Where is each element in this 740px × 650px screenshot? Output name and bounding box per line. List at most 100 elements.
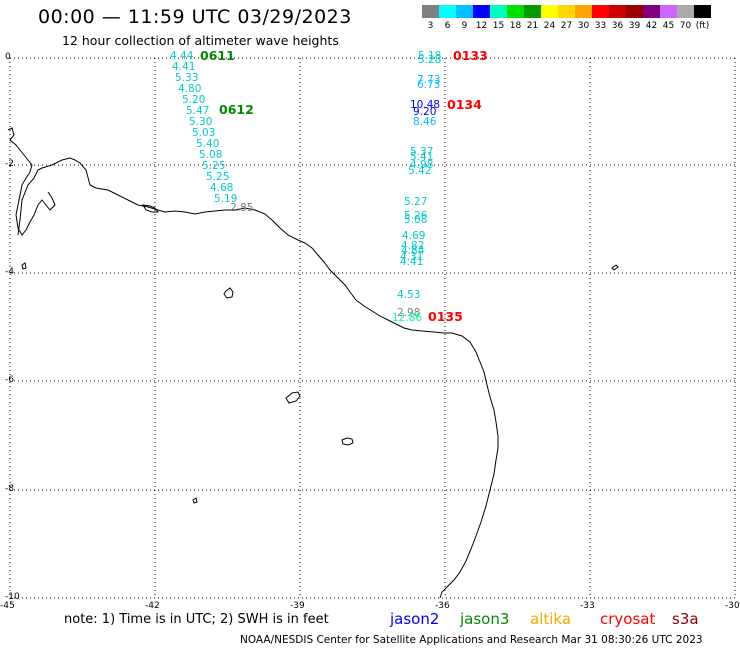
legend-item-altika: altika (530, 610, 572, 628)
color-swatch (524, 5, 541, 18)
chart-subtitle: 12 hour collection of altimeter wave hei… (62, 33, 339, 48)
color-swatch (490, 5, 507, 18)
color-swatch (609, 5, 626, 18)
color-scale-label: 30 (577, 21, 590, 31)
color-scale-labels: 3 6 9 12 15 18 21 24 27 30 33 36 39 42 45 70 (ft) (422, 21, 740, 33)
color-scale-label: 70 (679, 21, 692, 31)
y-tick-label: -8 (5, 484, 14, 494)
wave-height-value: 8.46 (413, 116, 437, 128)
legend-item-s3a: s3a (672, 610, 699, 628)
wave-height-value: 4.41 (400, 256, 424, 268)
wave-height-value: 4.98 (410, 159, 434, 171)
wave-height-value: 2.98 (397, 307, 421, 319)
y-tick-label: -2 (5, 159, 14, 169)
island-5 (192, 497, 198, 504)
coastline (17, 157, 499, 599)
pass-label-west-top: 0611 (200, 48, 235, 63)
wave-height-value: 4.82 (401, 240, 425, 252)
color-swatch (575, 5, 592, 18)
chart-title: 00:00 — 11:59 UTC 03/29/2023 (38, 6, 352, 28)
color-scale-label: 42 (645, 21, 658, 31)
island-3 (285, 391, 301, 404)
color-scale-bar (422, 5, 711, 18)
color-swatch (558, 5, 575, 18)
wave-height-value: 5.28 (418, 54, 442, 66)
wave-height-value: 5.20 (182, 94, 206, 106)
y-tick-label: -4 (5, 267, 14, 277)
island-4 (341, 437, 354, 446)
color-scale-label: 15 (492, 21, 505, 31)
color-scale-label: 6 (444, 21, 451, 31)
x-tick-label: -39 (290, 601, 305, 611)
wave-height-value: 5.37 (410, 146, 434, 158)
legend-item-jason2: jason2 (390, 610, 440, 628)
wave-height-value: 5.30 (189, 116, 213, 128)
x-tick-label: -42 (145, 601, 160, 611)
wave-height-value: 4.80 (178, 83, 202, 95)
wave-height-value: 5.42 (408, 165, 432, 177)
x-tick-label: -30 (725, 601, 740, 611)
color-swatch (439, 5, 456, 18)
wave-height-value: 5.25 (202, 160, 226, 172)
wave-height-value: 9.20 (413, 106, 437, 118)
y-tick-label: -6 (5, 375, 14, 385)
color-swatch (473, 5, 490, 18)
color-scale-label: 33 (594, 21, 607, 31)
wave-height-value: 5.03 (192, 127, 216, 139)
color-swatch (592, 5, 609, 18)
color-scale-label: 3 (427, 21, 434, 31)
color-swatch (456, 5, 473, 18)
wave-height-value: 4.68 (210, 182, 234, 194)
x-tick-label: -36 (435, 601, 450, 611)
color-scale-label: 9 (461, 21, 468, 31)
wave-height-value: 5.08 (404, 214, 428, 226)
color-scale-label: 12 (475, 21, 488, 31)
wave-height-value: 4.44 (170, 50, 194, 62)
wave-height-value: 5.08 (199, 149, 223, 161)
color-swatch (660, 5, 677, 18)
color-swatch (677, 5, 694, 18)
pass-label-east-1: 0133 (453, 48, 488, 63)
wave-height-value: 5.47 (186, 105, 210, 117)
color-swatch (422, 5, 439, 18)
units-note: note: 1) Time is in UTC; 2) SWH is in fe… (64, 612, 329, 627)
color-scale-label: 18 (509, 21, 522, 31)
wave-height-value: 4.31 (400, 251, 424, 263)
wave-height-value: 2.85 (230, 202, 254, 214)
x-tick-label: -45 (0, 601, 15, 611)
color-scale-label: 21 (526, 21, 539, 31)
color-swatch (643, 5, 660, 18)
color-scale-label: 39 (628, 21, 641, 31)
wave-height-value: 4.53 (397, 289, 421, 301)
wave-height-value: 5.33 (175, 72, 199, 84)
wave-height-value: 5.18 (418, 50, 442, 62)
pass-label-east-2: 0134 (447, 97, 482, 112)
wave-height-value: 5.26 (404, 210, 428, 222)
y-tick-label: 0 (5, 52, 11, 62)
legend-item-jason3: jason3 (460, 610, 510, 628)
color-scale-label: 36 (611, 21, 624, 31)
wave-height-value: 4.69 (402, 230, 426, 242)
color-swatch (507, 5, 524, 18)
wave-height-value: 5.41 (410, 151, 434, 163)
credit-line: NOAA/NESDIS Center for Satellite Applica… (240, 634, 703, 646)
wave-height-value: 5.27 (404, 196, 428, 208)
wave-height-value: 4.41 (172, 61, 196, 73)
wave-height-value: 5.25 (206, 171, 230, 183)
island-2 (223, 287, 234, 299)
color-scale-label: (ft) (695, 21, 710, 31)
island-1 (142, 204, 159, 213)
y-tick-label: -10 (5, 592, 20, 602)
x-tick-label: -33 (580, 601, 595, 611)
island-7 (21, 262, 27, 270)
color-scale-label: 24 (543, 21, 556, 31)
color-scale-label: 27 (560, 21, 573, 31)
wave-height-value: 6.73 (417, 79, 441, 91)
color-swatch (541, 5, 558, 18)
wave-height-value: 12.86 (392, 312, 423, 324)
wave-height-value: 10.48 (410, 99, 441, 111)
coast-detail-west (7, 127, 56, 236)
wave-height-value: 7.73 (417, 74, 441, 86)
wave-height-value: 5.40 (196, 138, 220, 150)
